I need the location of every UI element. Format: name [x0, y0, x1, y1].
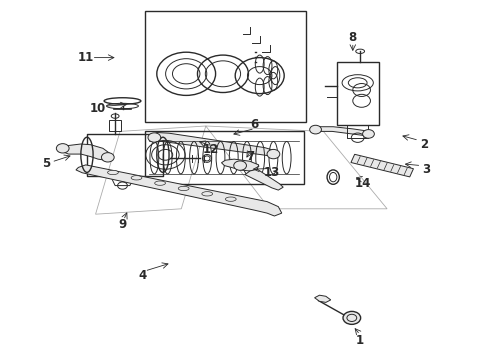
Circle shape — [148, 133, 161, 142]
Circle shape — [363, 130, 374, 138]
Text: 10: 10 — [90, 102, 106, 114]
Text: 4: 4 — [138, 269, 146, 282]
Ellipse shape — [225, 197, 236, 201]
Text: 12: 12 — [202, 143, 219, 156]
Circle shape — [101, 153, 114, 162]
Ellipse shape — [108, 170, 119, 175]
Text: 8: 8 — [349, 31, 357, 44]
Text: 5: 5 — [43, 157, 50, 170]
Polygon shape — [315, 295, 331, 302]
Text: 3: 3 — [422, 163, 430, 176]
Text: 11: 11 — [77, 51, 94, 64]
Circle shape — [56, 144, 69, 153]
Text: 2: 2 — [420, 138, 428, 150]
Polygon shape — [76, 165, 282, 216]
Ellipse shape — [131, 176, 142, 180]
Polygon shape — [58, 144, 113, 160]
Bar — [145, 131, 304, 184]
Polygon shape — [245, 169, 283, 190]
Circle shape — [310, 125, 321, 134]
Ellipse shape — [202, 192, 213, 196]
Bar — [145, 11, 306, 122]
Ellipse shape — [155, 181, 166, 185]
Text: 9: 9 — [119, 219, 126, 231]
Ellipse shape — [178, 186, 189, 191]
Text: 13: 13 — [264, 166, 280, 179]
Text: 1: 1 — [356, 334, 364, 347]
Text: 7: 7 — [246, 150, 254, 163]
Polygon shape — [311, 127, 370, 136]
Polygon shape — [221, 159, 259, 171]
Bar — [109, 120, 121, 131]
Bar — [87, 134, 163, 176]
Circle shape — [234, 161, 246, 170]
Text: 14: 14 — [354, 177, 371, 190]
Circle shape — [267, 149, 280, 159]
Bar — [337, 62, 378, 125]
Polygon shape — [149, 132, 277, 157]
Text: 6: 6 — [251, 118, 259, 131]
Polygon shape — [351, 154, 414, 177]
Circle shape — [343, 311, 361, 324]
